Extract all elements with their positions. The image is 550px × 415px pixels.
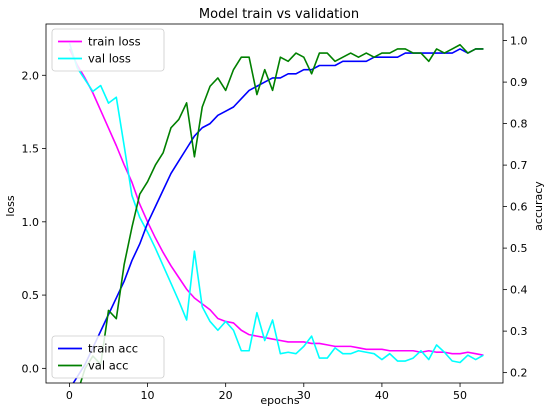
y-right-tick-label: 0.9 [510, 76, 528, 89]
y-left-tick-label: 2.0 [22, 69, 40, 82]
series-line-val-acc [79, 43, 484, 383]
chart-title: Model train vs validation [199, 7, 359, 22]
y-right-tick-label: 1.0 [510, 35, 528, 48]
legend-box [51, 28, 165, 72]
x-tick-label: 40 [375, 389, 389, 402]
series-line-train-loss [68, 48, 484, 356]
legend-label: val acc [88, 359, 128, 373]
y-axis-right-label: accuracy [532, 181, 545, 231]
y-left-tick-label: 0.5 [22, 289, 40, 302]
y-left-tick-label: 0.0 [22, 362, 40, 375]
legend-bottom-left: train acc val acc [51, 335, 165, 379]
y-right-tick-label: 0.2 [510, 367, 528, 380]
plot-area [68, 42, 484, 383]
y-left-tick-label: 1.5 [22, 143, 40, 156]
x-tick-label: 20 [219, 389, 233, 402]
x-axis-label: epochs [260, 394, 299, 407]
series-group [68, 42, 484, 383]
y-axis-left-label: loss [4, 195, 17, 217]
x-tick-label: 0 [66, 389, 73, 402]
legend-label: train loss [88, 35, 141, 49]
y-right-tick-label: 0.7 [510, 159, 528, 172]
legend-label: val loss [88, 52, 131, 66]
y-right-tick-label: 0.4 [510, 284, 528, 297]
x-tick-label: 10 [141, 389, 155, 402]
y-right-tick-label: 0.5 [510, 242, 528, 255]
y-right-tick-label: 0.8 [510, 118, 528, 131]
axis-ticks: 0 10 20 30 40 50 0.0 0.5 1.0 1.5 2.0 0.2 0.3 0.4 0.5 0.… [22, 35, 528, 402]
series-line-val-loss [68, 42, 484, 364]
legend-label: train acc [88, 342, 138, 356]
x-tick-label: 50 [453, 389, 467, 402]
plot-frame [45, 23, 504, 384]
legend-top-left: train loss val loss [51, 28, 165, 72]
y-right-tick-label: 0.6 [510, 201, 528, 214]
x-tick-label: 30 [297, 389, 311, 402]
legends: train loss val loss train acc val acc [51, 28, 165, 379]
y-left-tick-label: 1.0 [22, 216, 40, 229]
y-right-tick-label: 0.3 [510, 325, 528, 338]
legend-box [51, 335, 165, 379]
